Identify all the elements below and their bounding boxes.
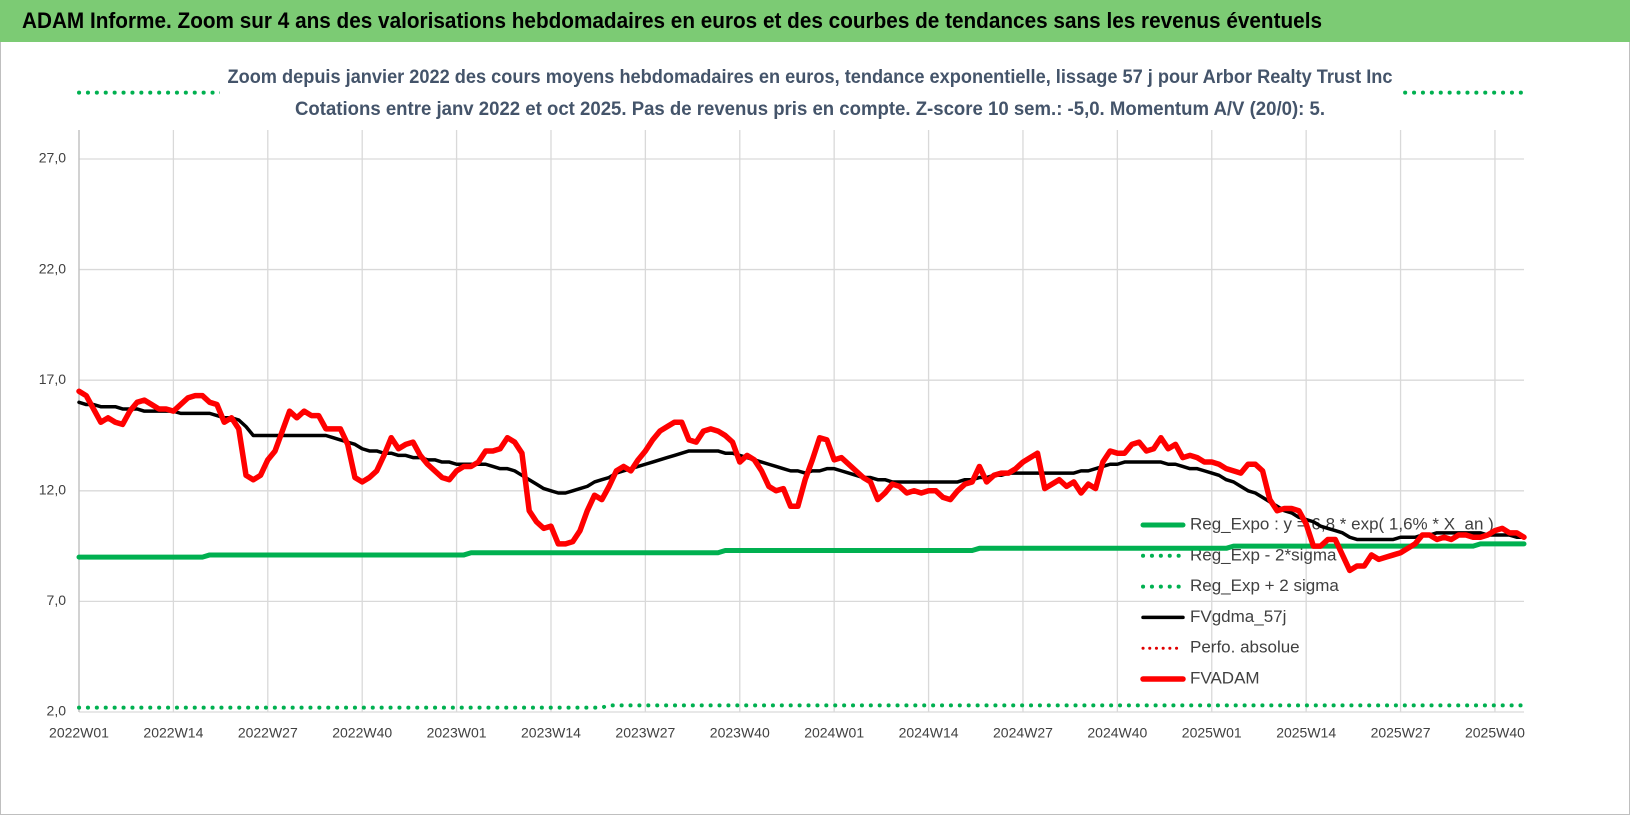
chart-title: Zoom depuis janvier 2022 des cours moyen… bbox=[228, 67, 1393, 88]
x-tick-label: 2024W01 bbox=[804, 725, 864, 741]
x-tick-label: 2023W14 bbox=[521, 725, 581, 741]
x-tick-label: 2022W01 bbox=[49, 725, 109, 741]
x-tick-label: 2025W40 bbox=[1465, 725, 1525, 741]
title-box bbox=[220, 62, 1400, 124]
x-tick-label: 2023W01 bbox=[427, 725, 487, 741]
legend-label: Perfo. absolue bbox=[1190, 638, 1300, 657]
legend-label: Reg_Exp + 2 sigma bbox=[1190, 576, 1339, 595]
y-tick-label: 2,0 bbox=[47, 703, 67, 719]
x-tick-label: 2024W40 bbox=[1087, 725, 1147, 741]
x-tick-label: 2025W14 bbox=[1276, 725, 1336, 741]
x-tick-label: 2024W14 bbox=[899, 725, 959, 741]
y-tick-label: 7,0 bbox=[47, 592, 67, 608]
y-tick-label: 17,0 bbox=[39, 371, 66, 387]
x-tick-label: 2022W27 bbox=[238, 725, 298, 741]
x-tick-label: 2024W27 bbox=[993, 725, 1053, 741]
x-tick-label: 2023W27 bbox=[615, 725, 675, 741]
series-line bbox=[76, 388, 1527, 574]
x-tick-label: 2025W01 bbox=[1182, 725, 1242, 741]
y-tick-label: 22,0 bbox=[39, 260, 66, 276]
x-tick-label: 2025W27 bbox=[1371, 725, 1431, 741]
series-line bbox=[77, 703, 1526, 710]
series-line bbox=[76, 541, 1527, 560]
header-bar bbox=[0, 0, 1630, 42]
y-tick-label: 27,0 bbox=[39, 150, 66, 166]
legend-label: FVgdma_57j bbox=[1190, 607, 1286, 626]
x-tick-label: 2023W40 bbox=[710, 725, 770, 741]
y-tick-label: 12,0 bbox=[39, 481, 66, 497]
legend-label: Reg_Expo : y = 6,8 * exp( 1,6% * X_an ) bbox=[1190, 514, 1494, 533]
legend-label: FVADAM bbox=[1190, 668, 1260, 687]
x-tick-label: 2022W14 bbox=[143, 725, 203, 741]
page-title: ADAM Informe. Zoom sur 4 ans des valoris… bbox=[22, 8, 1322, 33]
x-tick-label: 2022W40 bbox=[332, 725, 392, 741]
chart-subtitle: Cotations entre janv 2022 et oct 2025. P… bbox=[295, 99, 1325, 120]
